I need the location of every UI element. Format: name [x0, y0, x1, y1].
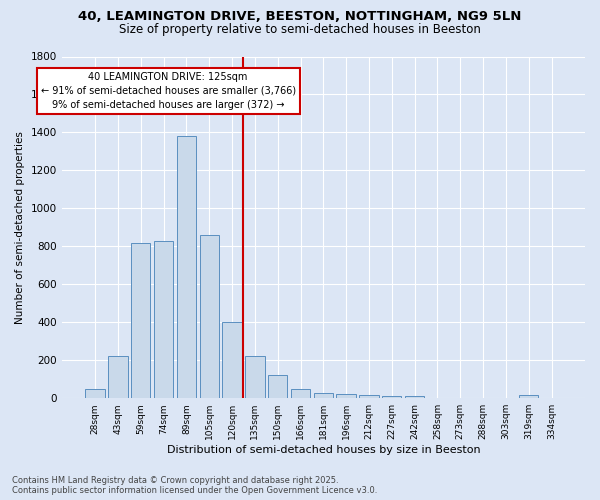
Text: 40, LEAMINGTON DRIVE, BEESTON, NOTTINGHAM, NG9 5LN: 40, LEAMINGTON DRIVE, BEESTON, NOTTINGHA…	[79, 10, 521, 23]
Bar	[200, 235, 219, 398]
Bar	[131, 242, 151, 398]
Bar	[337, 394, 356, 398]
Bar	[85, 388, 105, 398]
Bar	[268, 376, 287, 398]
Text: Size of property relative to semi-detached houses in Beeston: Size of property relative to semi-detach…	[119, 22, 481, 36]
Bar	[382, 396, 401, 398]
Bar	[519, 396, 538, 398]
X-axis label: Distribution of semi-detached houses by size in Beeston: Distribution of semi-detached houses by …	[167, 445, 480, 455]
Bar	[154, 240, 173, 398]
Text: 40 LEAMINGTON DRIVE: 125sqm
← 91% of semi-detached houses are smaller (3,766)
9%: 40 LEAMINGTON DRIVE: 125sqm ← 91% of sem…	[41, 72, 296, 110]
Bar	[108, 356, 128, 398]
Text: Contains HM Land Registry data © Crown copyright and database right 2025.
Contai: Contains HM Land Registry data © Crown c…	[12, 476, 377, 495]
Bar	[245, 356, 265, 398]
Bar	[177, 136, 196, 398]
Bar	[359, 396, 379, 398]
Bar	[291, 388, 310, 398]
Bar	[223, 322, 242, 398]
Bar	[314, 392, 333, 398]
Bar	[405, 396, 424, 398]
Y-axis label: Number of semi-detached properties: Number of semi-detached properties	[15, 131, 25, 324]
